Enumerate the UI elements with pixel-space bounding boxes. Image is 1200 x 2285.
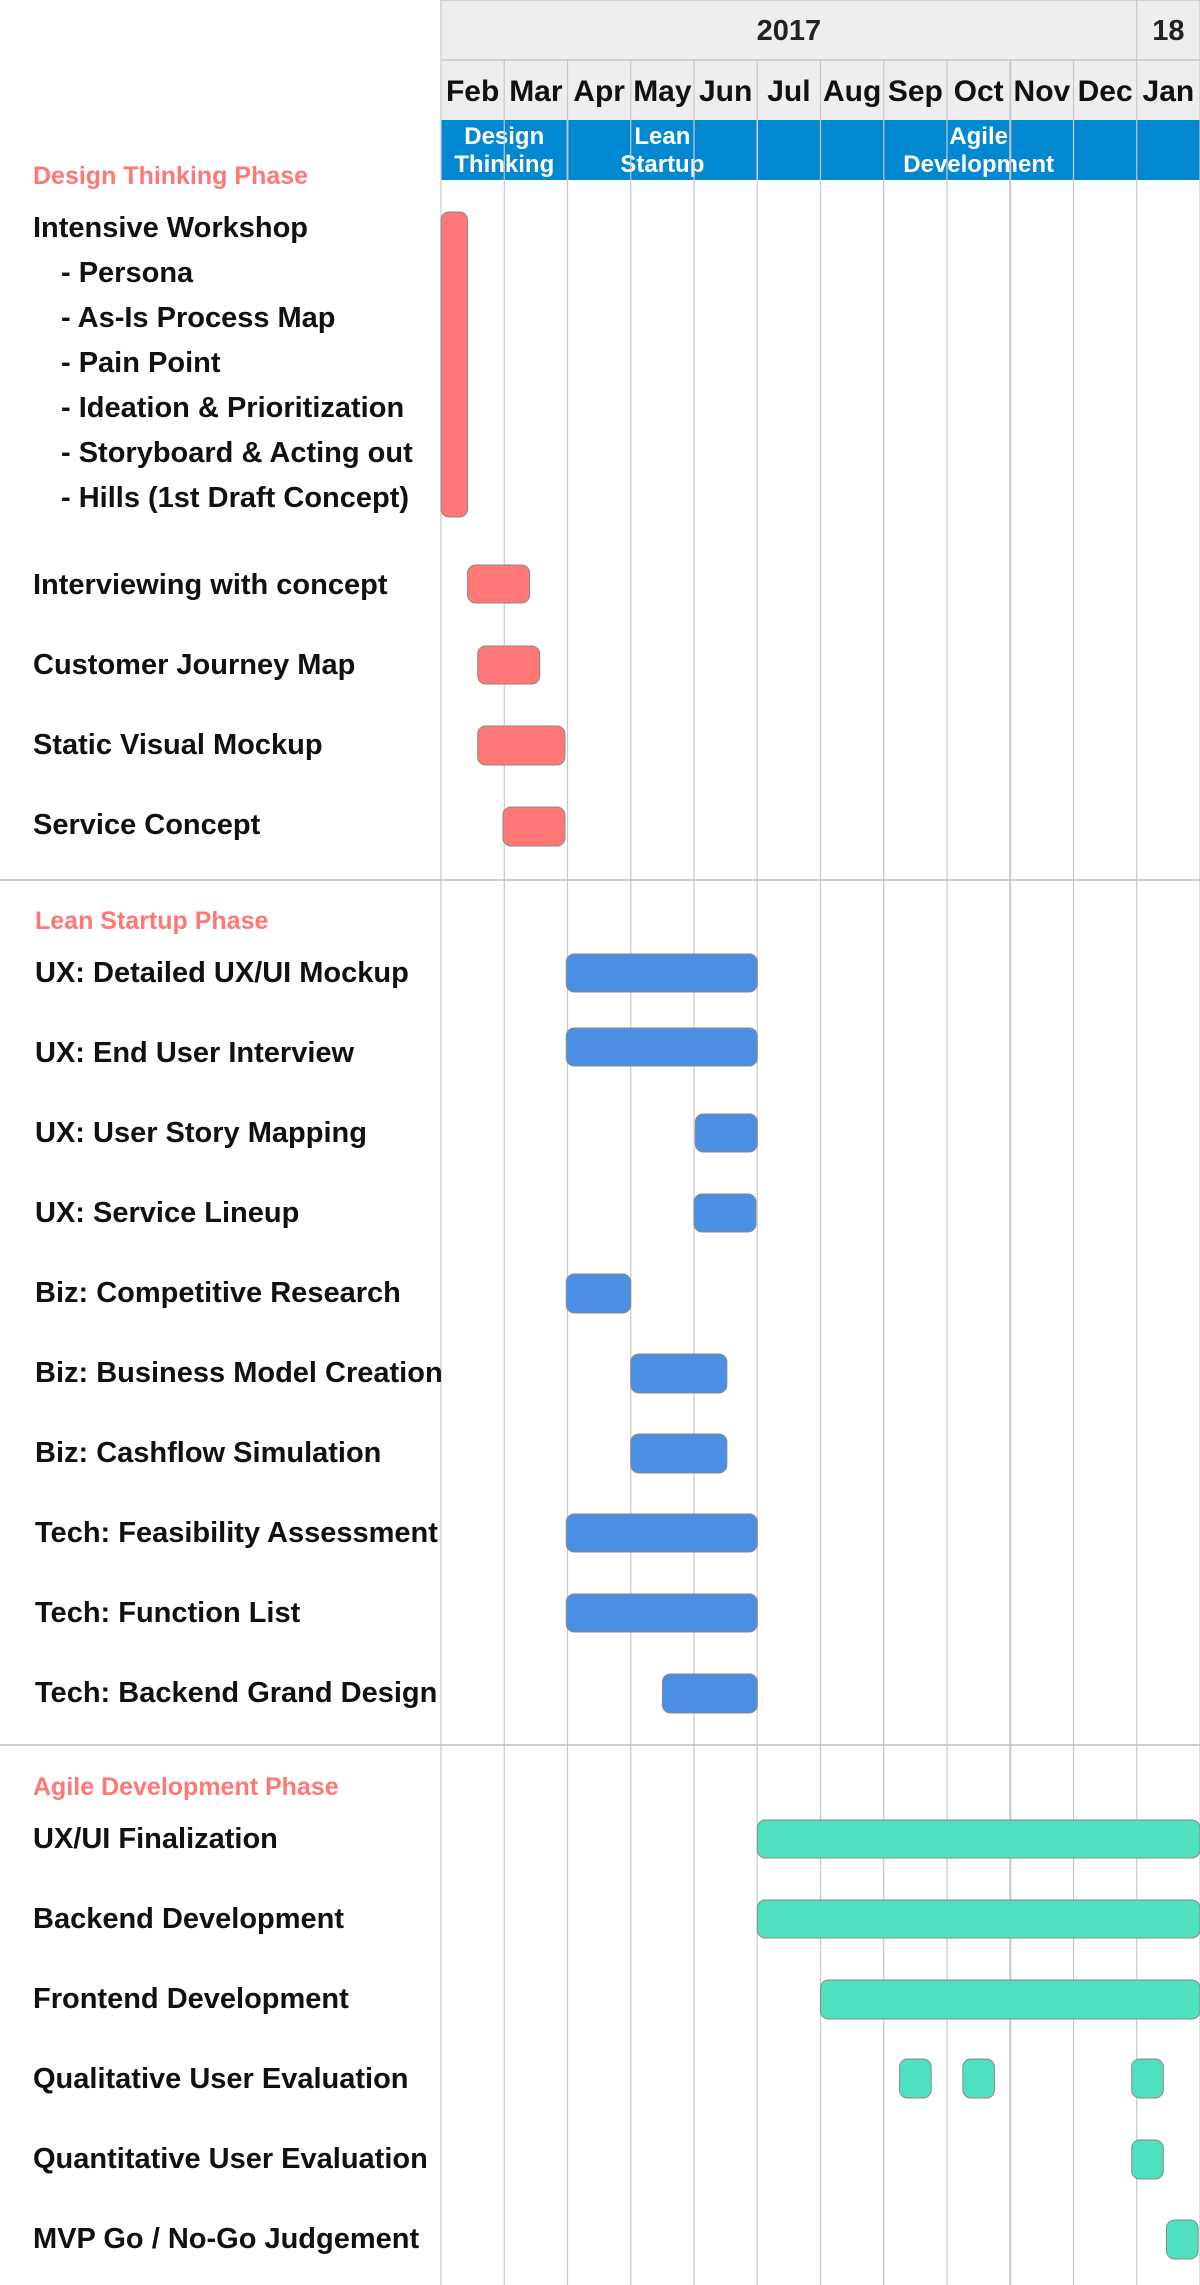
task-bar [630, 1353, 728, 1394]
task-bar [694, 1113, 758, 1153]
task-sublabel: - Storyboard & Acting out [61, 437, 413, 469]
task-bar [1131, 2139, 1164, 2180]
task-label: Biz: Cashflow Simulation [35, 1437, 381, 1469]
task-sublabel: - Pain Point [61, 347, 221, 379]
section-title: Lean Startup Phase [35, 907, 268, 935]
month-label: Dec [1078, 75, 1133, 108]
month-label: Oct [954, 75, 1004, 108]
task-sublabel: - As-Is Process Map [61, 302, 336, 334]
task-bar [661, 1673, 758, 1714]
phase-label: Lean [634, 123, 690, 150]
task-label: Intensive Workshop [33, 212, 308, 244]
task-bar [756, 1899, 1200, 1939]
task-sublabel: - Persona [61, 257, 194, 289]
task-label: UX/UI Finalization [33, 1823, 278, 1855]
task-bar [1165, 2219, 1199, 2260]
task-label: Biz: Business Model Creation [35, 1357, 443, 1389]
section-title: Agile Development Phase [33, 1773, 339, 1801]
year-label: 2017 [757, 15, 822, 47]
task-label: Interviewing with concept [33, 569, 388, 601]
task-label: Backend Development [33, 1903, 344, 1935]
task-label: Tech: Function List [35, 1597, 301, 1629]
task-bar [899, 2058, 932, 2099]
task-label: MVP Go / No-Go Judgement [33, 2223, 419, 2255]
task-label: UX: Service Lineup [35, 1197, 299, 1229]
month-label: Jan [1143, 75, 1195, 108]
task-bar [820, 1979, 1200, 2020]
month-label: Feb [446, 75, 499, 108]
task-label: Biz: Competitive Research [35, 1277, 401, 1309]
task-label: Service Concept [33, 809, 261, 841]
task-bar [477, 645, 541, 685]
task-label: UX: User Story Mapping [35, 1117, 367, 1149]
task-label: Tech: Feasibility Assessment [35, 1517, 438, 1549]
task-label: Qualitative User Evaluation [33, 2063, 409, 2095]
task-sublabel: - Hills (1st Draft Concept) [61, 482, 409, 514]
task-bar [565, 1273, 632, 1314]
task-label: UX: End User Interview [35, 1037, 355, 1069]
month-label: May [633, 75, 692, 108]
task-label: Frontend Development [33, 1983, 349, 2015]
month-label: Sep [888, 75, 943, 108]
task-label: Static Visual Mockup [33, 729, 323, 761]
phase-label: Startup [620, 151, 704, 178]
task-bar [756, 1819, 1200, 1859]
month-label: Jul [767, 75, 810, 108]
task-label: Tech: Backend Grand Design [35, 1677, 437, 1709]
month-label: Jun [699, 75, 752, 108]
task-bar [565, 1513, 758, 1553]
task-label: UX: Detailed UX/UI Mockup [35, 957, 409, 989]
task-label: Customer Journey Map [33, 649, 355, 681]
month-label: Aug [823, 75, 881, 108]
month-label: Apr [573, 75, 625, 108]
task-bar [630, 1433, 728, 1474]
phase-label: Development [903, 151, 1054, 178]
month-label: Nov [1014, 75, 1071, 108]
task-sublabel: - Ideation & Prioritization [61, 392, 404, 424]
year-label: 18 [1152, 15, 1184, 47]
task-bar [565, 1027, 758, 1067]
task-bar [565, 1593, 758, 1633]
task-bar [565, 953, 758, 993]
task-bar [467, 564, 531, 604]
task-bar [440, 211, 469, 518]
section-title: Design Thinking Phase [33, 162, 308, 190]
task-bar [962, 2058, 995, 2099]
task-bar [1131, 2058, 1164, 2099]
month-label: Mar [509, 75, 563, 108]
task-bar [693, 1193, 757, 1233]
phase-label: Agile [949, 123, 1008, 150]
task-label: Quantitative User Evaluation [33, 2143, 428, 2175]
task-bar [502, 806, 566, 847]
task-bar [477, 725, 566, 766]
